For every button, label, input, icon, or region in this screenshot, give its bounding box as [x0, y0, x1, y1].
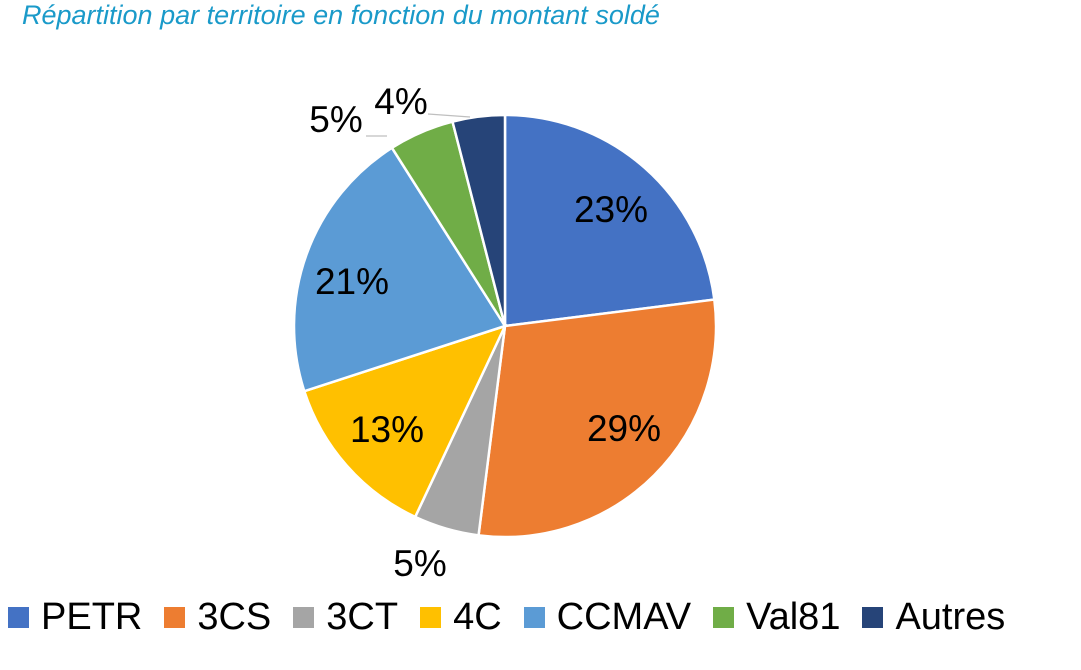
pie-slice-autres — [451, 113, 507, 327]
legend-swatch-val81 — [713, 607, 735, 628]
data-label-3cs: 29% — [587, 408, 661, 449]
legend-label-val81: Val81 — [746, 596, 841, 638]
legend-label-ccmav: CCMAV — [556, 596, 692, 638]
legend-swatch-ccmav — [523, 607, 545, 628]
pie-slice-petr — [503, 113, 716, 328]
legend-label-4c: 4C — [453, 596, 502, 638]
legend-item-3ct: 3CT — [293, 596, 398, 639]
data-label-val81: 5% — [309, 99, 362, 140]
legend-swatch-4c — [420, 607, 442, 628]
pie-slice-3cs — [477, 298, 718, 539]
legend-item-ccmav: CCMAV — [523, 596, 692, 639]
legend-item-autres: Autres — [862, 596, 1005, 639]
data-labels: 23% 29% 5% 13% 21% 5% 4% — [309, 81, 661, 584]
data-label-autres: 4% — [374, 81, 427, 122]
data-label-3ct: 5% — [393, 543, 446, 584]
legend-label-3cs: 3CS — [197, 596, 272, 638]
legend-swatch-3cs — [164, 607, 186, 628]
legend-label-petr: PETR — [41, 596, 143, 638]
legend-item-3cs: 3CS — [164, 596, 271, 639]
legend-swatch-petr — [8, 607, 29, 628]
legend-label-autres: Autres — [895, 596, 1006, 638]
leader-lines — [366, 113, 471, 137]
legend: PETR 3CS 3CT 4C CCMAV Val81 Autres — [8, 596, 1027, 639]
pie-chart: 23% 29% 5% 13% 21% 5% 4% — [292, 81, 718, 584]
data-label-petr: 23% — [574, 189, 648, 230]
chart-title: Répartition par territoire en fonction d… — [22, 0, 660, 30]
leader-line-autres — [427, 113, 471, 118]
legend-swatch-autres — [862, 607, 884, 628]
pie-slice-4c — [302, 323, 508, 519]
data-label-ccmav: 21% — [315, 261, 389, 302]
legend-item-petr: PETR — [8, 596, 142, 639]
legend-item-4c: 4C — [420, 596, 502, 639]
pie-slices — [292, 113, 718, 539]
legend-item-val81: Val81 — [713, 596, 840, 639]
pie-slice-ccmav — [292, 146, 507, 393]
legend-swatch-3ct — [293, 607, 315, 628]
legend-label-3ct: 3CT — [326, 596, 399, 638]
data-label-4c: 13% — [350, 409, 424, 450]
